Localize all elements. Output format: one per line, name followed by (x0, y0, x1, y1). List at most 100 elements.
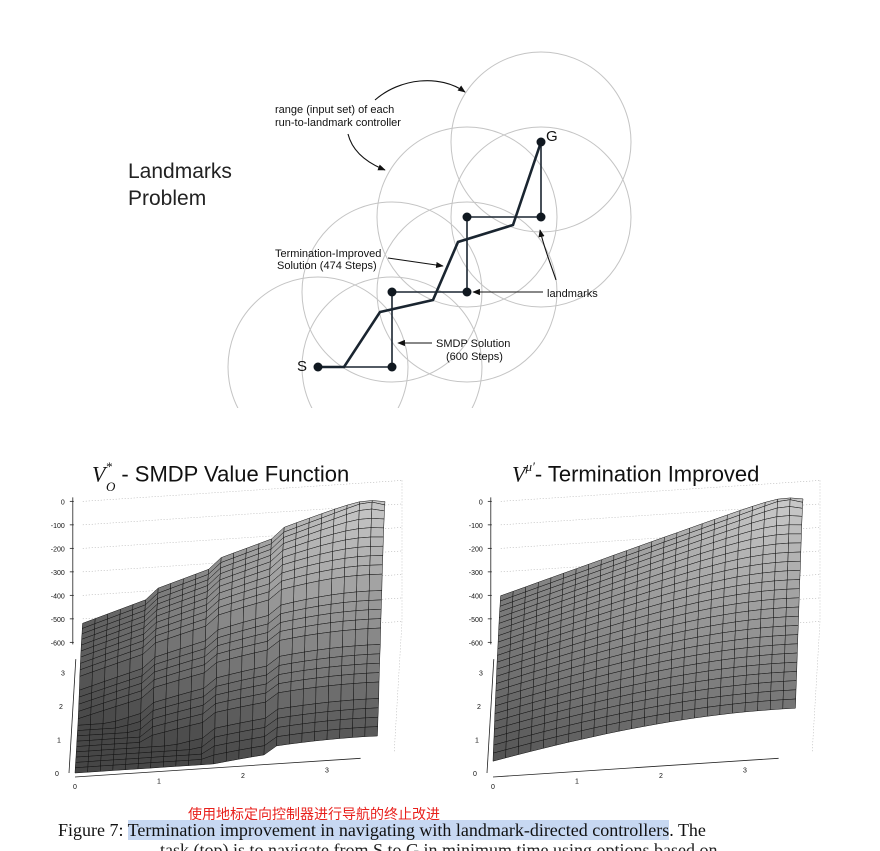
surface-cell (315, 676, 330, 688)
y-tick-label: 1 (57, 738, 61, 745)
surface-cell (339, 727, 353, 739)
caption-highlight: Termination improvement in navigating wi… (127, 820, 670, 840)
range-circle (227, 276, 409, 408)
surface-cell (112, 764, 126, 771)
z-tick-label: -400 (469, 593, 483, 600)
surface-cell (706, 705, 721, 717)
surface-cell (757, 700, 771, 712)
surface-cell (189, 722, 203, 742)
surface-cell (369, 555, 384, 566)
surface-cell (351, 726, 366, 738)
surface-cell (366, 672, 380, 683)
surface-cell (775, 542, 789, 554)
surface-cell (748, 600, 762, 612)
surface-cell (328, 665, 343, 677)
surface-cell (733, 674, 747, 687)
landmark-point (536, 212, 546, 222)
z-tick-label: -100 (469, 523, 483, 530)
caption-suffix: . The (669, 820, 706, 840)
smdp-surface (74, 500, 386, 774)
termination-improved-surface-plot: 0 -100 -200 -300 -400 -500 -600 0 1 2 3 0 1 2 3 (469, 480, 821, 791)
surface-cell (732, 702, 746, 714)
landmark-points (313, 137, 546, 372)
surface-cell (358, 518, 372, 529)
left-plot-title-text: - SMDP Value Function (121, 461, 350, 487)
surface-cell (355, 618, 369, 630)
surface-cell (354, 644, 368, 656)
surface-cell (744, 701, 759, 713)
surface-cell (330, 611, 344, 623)
surface-cell (786, 579, 801, 590)
surface-cell (694, 706, 708, 719)
right-plot-title: Vμ′- Termination Improved (512, 459, 760, 487)
surface-cell (733, 665, 747, 677)
range-circle (376, 126, 558, 308)
surface-cell (368, 608, 382, 620)
surface-cell (774, 570, 788, 582)
surface-cell (760, 617, 774, 629)
start-label: S (297, 358, 307, 375)
surface-cell (343, 601, 357, 613)
z-tick-label: 0 (61, 499, 65, 506)
surface-cell (788, 524, 802, 535)
surface-cell (288, 732, 303, 745)
surface-cell (367, 618, 382, 629)
range-circle (301, 276, 483, 408)
termination-improved-surface (492, 497, 804, 762)
surface-cell (747, 618, 762, 630)
surface-cell (301, 731, 315, 743)
surface-cell (734, 647, 748, 659)
surface-cell (305, 580, 320, 600)
surface-cell (252, 701, 266, 721)
surface-cell (746, 646, 761, 658)
surface-cell (316, 666, 330, 679)
surface-cell (331, 576, 345, 596)
surface-cell (761, 589, 775, 601)
surface-cell (357, 527, 372, 539)
x-tick-label: 2 (241, 773, 245, 780)
surface-cell (775, 533, 790, 545)
surface-cell (354, 628, 369, 647)
x-tick-label: 0 (491, 784, 495, 791)
surface-cell (761, 580, 775, 592)
surface-cell (301, 722, 316, 734)
y-tick-label: 3 (479, 671, 483, 678)
surface-cell (772, 634, 786, 646)
surface-cell (251, 745, 265, 758)
surface-cell (369, 545, 384, 557)
landmarks-arrow-up (538, 229, 557, 281)
y-tick-label: 1 (475, 738, 479, 745)
surface-cell (789, 506, 803, 517)
surface-cell (371, 508, 385, 520)
surface-cell (357, 536, 372, 548)
surface-cell (774, 561, 789, 572)
range-arrow-bottom (347, 133, 386, 171)
surface-cell (720, 685, 734, 697)
landmarks-diagram: Landmarks Problem range (input set) of e… (128, 51, 632, 408)
surface-cell (328, 684, 342, 703)
termination-improved-path (318, 141, 543, 369)
surface-cell (343, 575, 358, 594)
surface-cell (342, 629, 356, 648)
surface-cell (342, 610, 357, 622)
surface-cell (762, 553, 776, 565)
surface-cell (329, 646, 343, 659)
z-tick-label: -300 (51, 570, 65, 577)
range-label-line1: range (input set) of each (275, 104, 394, 116)
surface-cell (783, 671, 797, 682)
surface-cell (771, 644, 786, 655)
surface-cell (341, 655, 355, 667)
goal-point (536, 137, 546, 147)
caption-prefix: Figure 7: (58, 820, 128, 840)
surface-cell (330, 602, 344, 614)
surface-cell (784, 652, 798, 664)
surface-cell (352, 708, 366, 719)
surface-cell (788, 515, 803, 526)
landmarks-title-line2: Problem (128, 187, 206, 210)
y-tick-label: 2 (59, 704, 63, 711)
surface-cell (770, 690, 784, 701)
z-tick-label: -100 (51, 523, 65, 530)
surface-cell (746, 636, 761, 648)
z-tick-label: -200 (469, 546, 483, 553)
surface-cell (326, 728, 341, 740)
